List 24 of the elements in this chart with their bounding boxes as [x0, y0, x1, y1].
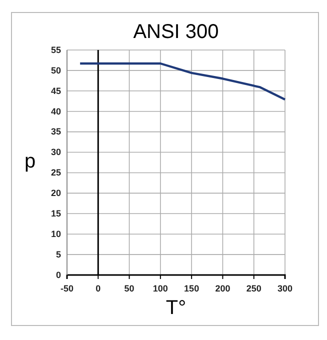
x-tick-label: 300: [277, 283, 293, 294]
y-tick-label: 45: [50, 86, 61, 96]
line-series: [78, 62, 286, 101]
x-tick-label: -50: [60, 283, 74, 294]
x-tick-label: 100: [152, 283, 168, 294]
y-tick-label: 35: [50, 126, 61, 137]
y-tick-label: 0: [56, 270, 61, 280]
y-tick-label: 20: [50, 188, 61, 198]
y-axis-title: p: [24, 150, 36, 172]
y-tick-label: 5: [56, 249, 61, 260]
y-tick-label: 30: [50, 147, 61, 158]
x-tick-label: 0: [96, 283, 101, 294]
x-axis-title: T°: [166, 297, 186, 319]
y-tick-label: 15: [50, 208, 61, 219]
x-tick-label: 200: [215, 283, 230, 294]
chart-title: ANSI 300: [133, 21, 219, 43]
x-tick-label: 250: [246, 283, 262, 294]
y-tick-label: 40: [50, 106, 61, 116]
y-tick-label: 25: [50, 168, 61, 178]
y-tick-label: 10: [50, 228, 61, 239]
x-tick-label: 50: [124, 283, 134, 294]
y-tick-label: 50: [50, 65, 61, 76]
y-tick-label: 55: [50, 44, 61, 55]
x-tick-label: 150: [184, 283, 200, 294]
